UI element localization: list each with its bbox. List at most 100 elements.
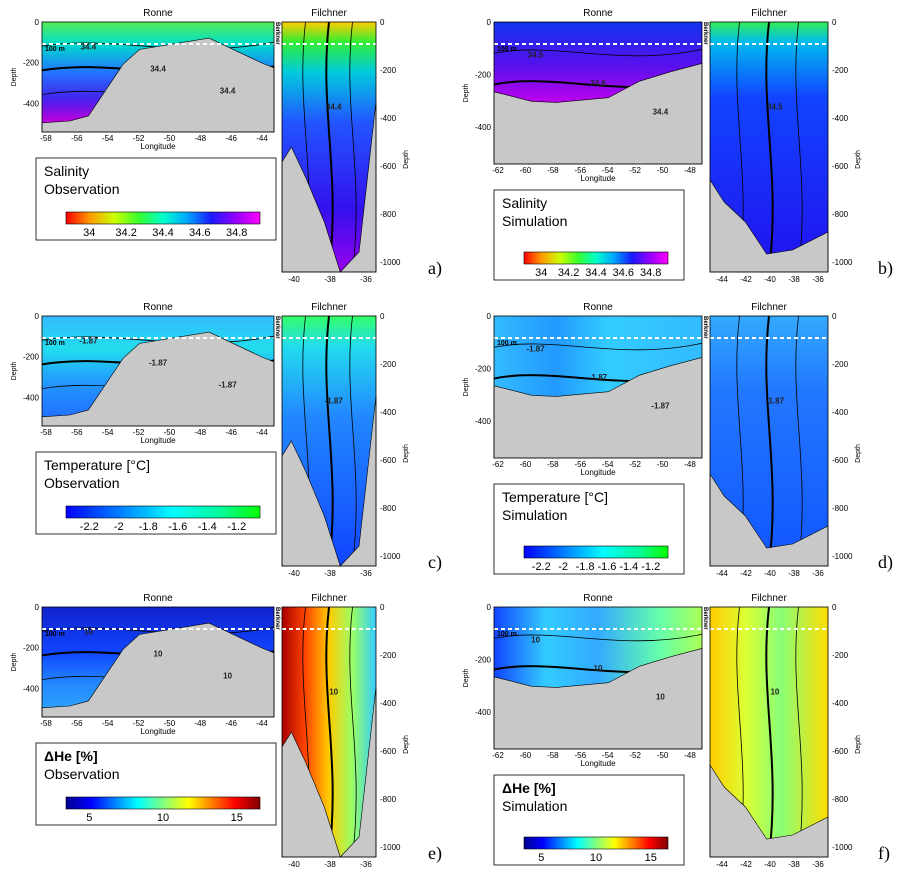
ronne-xlabel: Longitude — [140, 142, 176, 151]
filchner-section: 34.5 — [709, 21, 829, 273]
colorbar-tick: 34 — [535, 267, 547, 279]
panel-letter: d) — [878, 552, 893, 573]
legend-box: ΔHe [%] Simulation 5 10 15 — [493, 774, 685, 866]
legend-box: Temperature [°C] Simulation -2.2 -2 -1.8 -1.6… — [493, 483, 685, 575]
filchner-contour-line — [349, 315, 357, 567]
ronne-x-tick: -44 — [256, 719, 268, 728]
filchner-y-tick: -400 — [380, 114, 397, 123]
filchner-contour-line — [795, 606, 803, 858]
filchner-x-tick: -42 — [740, 860, 752, 869]
ronne-ylabel: Depth — [11, 68, 18, 87]
label-100m: 100 m — [497, 340, 517, 347]
filchner-y-tick: -200 — [832, 66, 849, 75]
colorbar-tick: -1.2 — [641, 561, 660, 573]
colorbar-tick: 34.4 — [585, 267, 606, 279]
ronne-title: Ronne — [583, 8, 613, 19]
ronne-x-tick: -56 — [575, 751, 587, 760]
filchner-x-tick: -38 — [324, 569, 336, 578]
ronne-y-tick: -400 — [23, 99, 40, 108]
filchner-y-tick: -200 — [380, 360, 397, 369]
ronne-x-tick: -50 — [164, 428, 176, 437]
filchner-contour-line — [765, 315, 774, 567]
filchner-y-tick: -600 — [832, 747, 849, 756]
filchner-x-tick: -36 — [360, 569, 372, 578]
ronne-x-tick: -62 — [492, 460, 504, 469]
colorbar — [65, 796, 261, 810]
ronne-x-tick: -50 — [657, 460, 669, 469]
ronne-frame — [493, 315, 703, 459]
ronne-x-tick: -52 — [133, 428, 145, 437]
colorbar-tick: 34.2 — [558, 267, 579, 279]
ronne-y-tick: -400 — [23, 393, 40, 402]
ronne-x-tick: -54 — [602, 460, 614, 469]
ronne-ylabel: Depth — [11, 653, 18, 672]
filchner-frame — [709, 21, 829, 273]
label-100m: 100 m — [45, 46, 65, 53]
filchner-y-tick: 0 — [380, 18, 385, 27]
ronne-xlabel: Longitude — [580, 759, 616, 768]
filchner-contour-line — [325, 315, 334, 567]
label-100m: 100 m — [497, 46, 517, 53]
filchner-contour-line — [795, 315, 803, 567]
ronne-frame — [493, 21, 703, 165]
filchner-x-tick: -36 — [360, 860, 372, 869]
ronne-xlabel: Longitude — [580, 174, 616, 183]
filchner-frame — [281, 21, 377, 273]
ronne-x-tick: -60 — [520, 460, 532, 469]
colorbar-tick: 10 — [590, 852, 602, 864]
ronne-x-tick: -52 — [629, 460, 641, 469]
filchner-y-tick: -800 — [380, 504, 397, 513]
ronne-title: Ronne — [143, 593, 173, 604]
filchner-ylabel: Depth — [403, 444, 410, 463]
panel-letter: b) — [878, 258, 893, 279]
filchner-title: Filchner — [751, 593, 787, 604]
filchner-x-tick: -42 — [740, 569, 752, 578]
filchner-y-tick: -1000 — [832, 552, 853, 561]
legend-quantity: Temperature [°C] — [44, 457, 150, 473]
filchner-x-tick: -44 — [716, 275, 728, 284]
ronne-x-tick: -54 — [602, 751, 614, 760]
ronne-x-tick: -52 — [629, 751, 641, 760]
ronne-x-tick: -54 — [602, 166, 614, 175]
ronne-x-tick: -48 — [195, 428, 207, 437]
legend-quantity: ΔHe [%] — [502, 780, 556, 796]
colorbar — [65, 211, 261, 225]
filchner-y-tick: -800 — [832, 210, 849, 219]
colorbar-tick: 34.8 — [226, 227, 247, 239]
ronne-y-tick: 0 — [487, 312, 492, 321]
filchner-contour-label: -1.87 — [325, 397, 344, 406]
ronne-frame — [41, 315, 275, 427]
filchner-y-tick: -400 — [380, 699, 397, 708]
ronne-title: Ronne — [583, 593, 613, 604]
filchner-y-tick: -1000 — [380, 552, 401, 561]
ronne-title: Ronne — [583, 302, 613, 313]
filchner-x-tick: -44 — [716, 860, 728, 869]
filchner-x-tick: -36 — [812, 569, 824, 578]
filchner-y-tick: -400 — [832, 699, 849, 708]
ronne-x-tick: -62 — [492, 166, 504, 175]
ronne-section: 100 m 10 10 10 — [493, 606, 703, 750]
filchner-x-tick: -40 — [764, 860, 776, 869]
colorbar-tick: 34.2 — [115, 227, 136, 239]
ronne-x-tick: -50 — [657, 751, 669, 760]
colorbar-tick: -1.6 — [168, 521, 187, 533]
ronne-contour-label: -1.87 — [79, 337, 98, 346]
filchner-y-tick: -400 — [380, 408, 397, 417]
ronne-frame — [41, 21, 275, 133]
ronne-contour-label: 10 — [531, 636, 540, 645]
colorbar-tick: 34.6 — [189, 227, 210, 239]
ronne-x-tick: -48 — [195, 719, 207, 728]
ronne-xlabel: Longitude — [140, 727, 176, 736]
colorbar-tick: -1.8 — [139, 521, 158, 533]
filchner-frame — [281, 315, 377, 567]
ronne-xlabel: Longitude — [140, 436, 176, 445]
panel-letter: f) — [878, 843, 890, 864]
legend-source: Observation — [44, 181, 119, 197]
panel-c: 100 m -1.87 -1.87 -1.87 Ronne Berkner -58 -56 -5… — [11, 302, 442, 578]
ronne-y-tick: -200 — [475, 365, 492, 374]
ronne-x-tick: -56 — [575, 460, 587, 469]
colorbar-tick: -1.8 — [576, 561, 595, 573]
filchner-y-tick: 0 — [832, 603, 837, 612]
filchner-contour-label: 10 — [329, 688, 338, 697]
berkner-label: Berkner — [702, 22, 708, 45]
